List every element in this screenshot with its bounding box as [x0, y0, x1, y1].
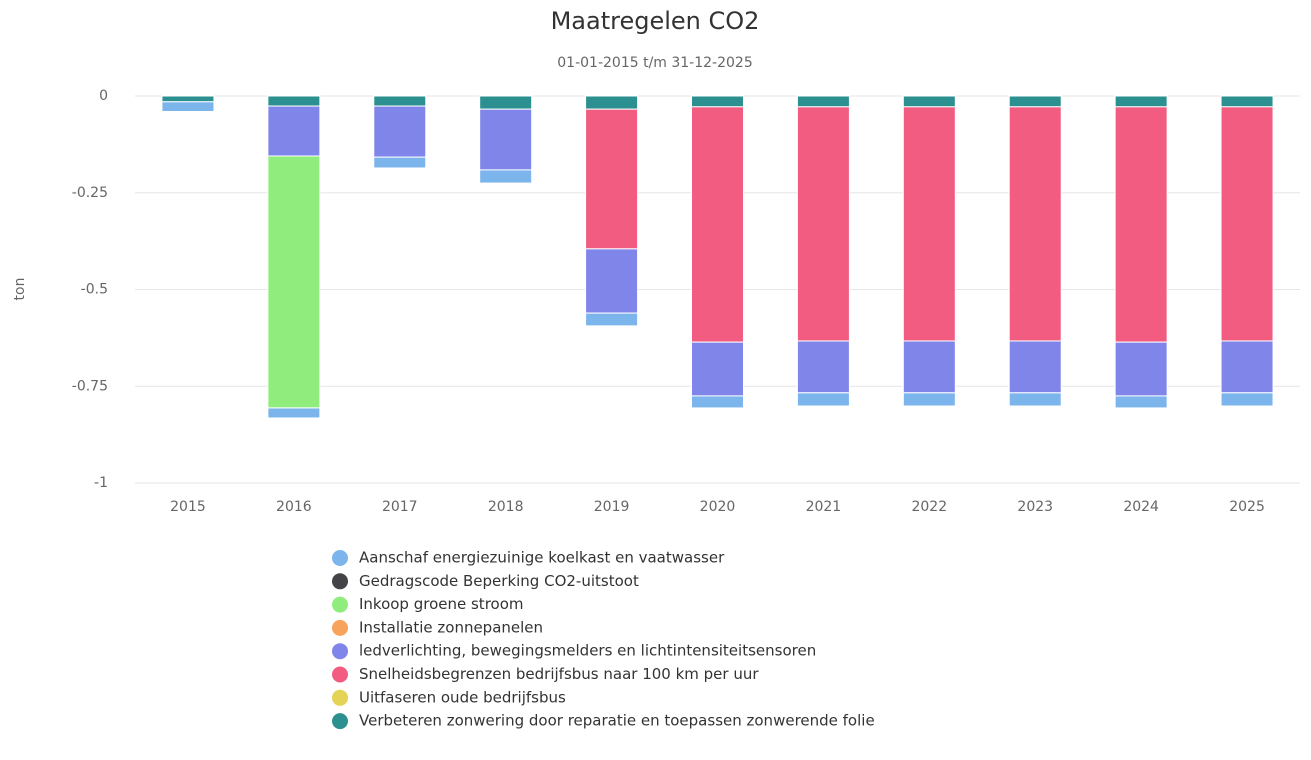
bar-segment	[1114, 106, 1168, 343]
x-tick-label: 2018	[488, 499, 524, 515]
legend-label: Inkoop groene stroom	[359, 595, 524, 613]
bar-segment	[691, 395, 744, 409]
bar-segment	[585, 248, 639, 314]
bar-segment	[1114, 341, 1168, 397]
bar-segment	[796, 392, 850, 407]
x-tick-label: 2022	[911, 499, 947, 515]
bar-segment	[902, 95, 956, 108]
bar-segment	[691, 95, 744, 108]
bar-segment	[479, 169, 533, 184]
x-tick-label: 2016	[276, 499, 312, 515]
bar-segment	[373, 105, 427, 158]
legend-marker	[332, 550, 348, 566]
bar-segment	[585, 312, 639, 327]
bar-segment	[267, 407, 321, 419]
x-tick-label: 2023	[1017, 499, 1053, 515]
legend-label: Gedragscode Beperking CO2-uitstoot	[359, 572, 639, 590]
x-tick-label: 2021	[806, 499, 842, 515]
bar-segment	[1008, 392, 1062, 407]
legend-marker	[332, 596, 348, 613]
legend-marker	[332, 666, 348, 683]
legend-label: Aanschaf energiezuinige koelkast en vaat…	[359, 549, 725, 567]
bar-segment	[1220, 340, 1274, 394]
bar-segment	[796, 340, 850, 394]
bar-segment	[1220, 95, 1274, 108]
bar-segment	[1114, 395, 1168, 409]
bar-segment	[796, 95, 850, 108]
y-tick-label: -0.25	[72, 185, 108, 201]
bar-segment	[902, 340, 956, 394]
bar-segment	[691, 106, 744, 343]
x-tick-label: 2024	[1123, 499, 1159, 515]
bar-segment	[796, 106, 850, 342]
chart-subtitle: 01-01-2015 t/m 31-12-2025	[557, 55, 752, 71]
y-tick-label: 0	[99, 88, 108, 104]
bar-segment	[161, 95, 215, 103]
bar-segment	[1220, 392, 1274, 407]
legend-marker	[332, 619, 348, 636]
legend-label: Uitfaseren oude bedrijfsbus	[359, 688, 566, 706]
bar-segment	[267, 105, 321, 157]
bar-segment	[902, 106, 956, 342]
y-axis-title: ton	[12, 278, 28, 301]
bar-segment	[1008, 95, 1062, 108]
x-tick-label: 2025	[1229, 499, 1265, 515]
bar-segment	[373, 156, 427, 169]
bar-segment	[1008, 106, 1062, 342]
chart-title: Maatregelen CO2	[551, 7, 760, 35]
y-tick-label: -0.5	[81, 282, 108, 298]
bar-segment	[585, 95, 639, 110]
bar-segment	[1008, 340, 1062, 394]
bar-segment	[902, 392, 956, 407]
y-tick-label: -0.75	[72, 378, 108, 394]
y-tick-label: -1	[94, 475, 108, 491]
bar-segment	[1114, 95, 1168, 108]
bar-segment	[267, 155, 321, 409]
x-tick-label: 2015	[170, 499, 206, 515]
bar-segment	[691, 341, 744, 397]
x-tick-label: 2020	[700, 499, 736, 515]
legend-label: Verbeteren zonwering door reparatie en t…	[359, 712, 875, 730]
legend-marker	[332, 689, 348, 706]
bar-segment	[267, 95, 321, 107]
legend-marker	[332, 573, 348, 590]
legend-label: Installatie zonnepanelen	[359, 618, 543, 636]
bar-segment	[479, 108, 533, 171]
bar-segment	[479, 95, 533, 110]
legend-label: ledverlichting, bewegingsmelders en lich…	[359, 642, 816, 660]
legend-label: Snelheidsbegrenzen bedrijfsbus naar 100 …	[359, 665, 759, 683]
legend-marker	[332, 643, 348, 660]
bar-segment	[1220, 106, 1274, 342]
x-tick-label: 2017	[382, 499, 418, 515]
x-tick-label: 2019	[594, 499, 630, 515]
bar-segment	[161, 101, 215, 112]
legend-marker	[332, 713, 348, 730]
bar-segment	[585, 108, 639, 250]
bar-segment	[373, 95, 427, 107]
